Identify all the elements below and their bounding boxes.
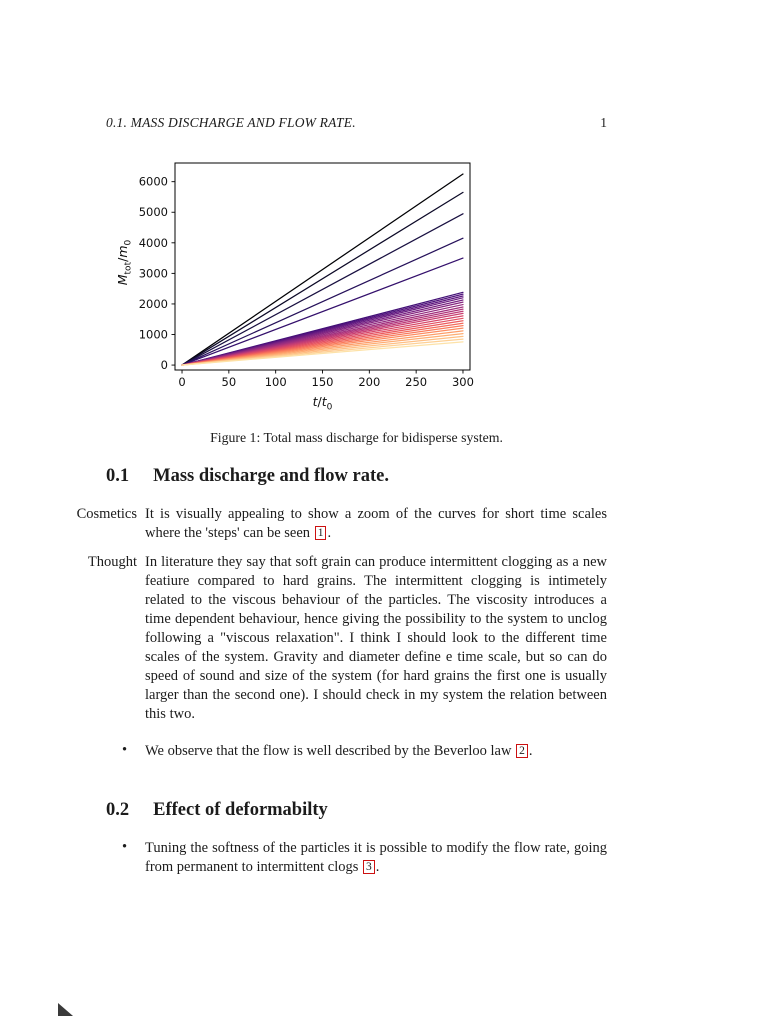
x-axis-label: t/t0: [312, 394, 333, 413]
axis-ticks: 0 50 100 150 200 250 3000100020003000400050006…: [139, 175, 474, 389]
figure-caption: Figure 1: Total mass discharge for bidis…: [210, 430, 503, 445]
svg-text:3000: 3000: [139, 266, 168, 280]
bullet-item-softness: • Tuning the softness of the particles i…: [122, 839, 607, 877]
svg-text:0: 0: [161, 358, 168, 372]
paragraph-text: It is visually appealing to show a zoom …: [145, 506, 607, 541]
svg-text:0: 0: [178, 375, 185, 389]
page-header: 0.1. MASS DISCHARGE AND FLOW RATE. 1: [106, 115, 607, 131]
bullet-text: Tuning the softness of the particles it …: [145, 840, 607, 875]
bullet-text-after: .: [528, 743, 533, 759]
svg-text:4000: 4000: [139, 236, 168, 250]
paragraph-cosmetics: It is visually appealing to show a zoom …: [145, 505, 607, 543]
bullet-text-after: .: [375, 859, 380, 875]
margin-note-thought: Thought: [87, 554, 137, 570]
bullet-item-beverloo: • We observe that the flow is well descr…: [122, 742, 607, 761]
svg-text:300: 300: [452, 375, 474, 389]
mass-discharge-chart: 0 50 100 150 200 250 3000100020003000400050006…: [139, 162, 474, 389]
svg-text:2000: 2000: [139, 297, 168, 311]
svg-text:6000: 6000: [139, 175, 168, 189]
svg-text:150: 150: [312, 375, 334, 389]
section-heading-0-2: 0.2 Effect of deformabilty: [106, 800, 328, 821]
svg-text:50: 50: [222, 375, 237, 389]
bullet-marker: •: [122, 742, 128, 758]
y-axis-label: Mtot/m0: [115, 239, 134, 286]
svg-text:5000: 5000: [139, 205, 168, 219]
svg-text:1000: 1000: [139, 328, 168, 342]
svg-text:100: 100: [265, 375, 287, 389]
bullet-marker: •: [122, 839, 128, 855]
svg-text:250: 250: [405, 375, 427, 389]
section-number: 0.1: [106, 466, 130, 486]
bullet-text: We observe that the flow is well describ…: [145, 743, 516, 759]
paragraph-text-after: .: [327, 525, 332, 541]
section-heading-0-1: 0.1 Mass discharge and flow rate.: [106, 466, 389, 487]
citation-ref-2[interactable]: 2: [516, 744, 528, 758]
svg-text:200: 200: [358, 375, 380, 389]
section-title: Effect of deformabilty: [153, 800, 328, 820]
page-corner-fold: [58, 1003, 73, 1016]
running-title: 0.1. MASS DISCHARGE AND FLOW RATE.: [106, 115, 356, 130]
citation-ref-1[interactable]: 1: [314, 526, 327, 540]
figure-1: 0 50 100 150 200 250 300 0 1000 2000 3000 4000 5000 6…: [100, 150, 520, 425]
data-lines: [181, 173, 464, 366]
paragraph-thought: In literature they say that soft grain c…: [145, 554, 607, 722]
section-title: Mass discharge and flow rate.: [153, 466, 389, 486]
section-number: 0.2: [106, 800, 130, 820]
page-number: 1: [600, 115, 607, 130]
citation-ref-3[interactable]: 3: [363, 860, 375, 874]
margin-note-cosmetics: Cosmetics: [76, 506, 137, 522]
